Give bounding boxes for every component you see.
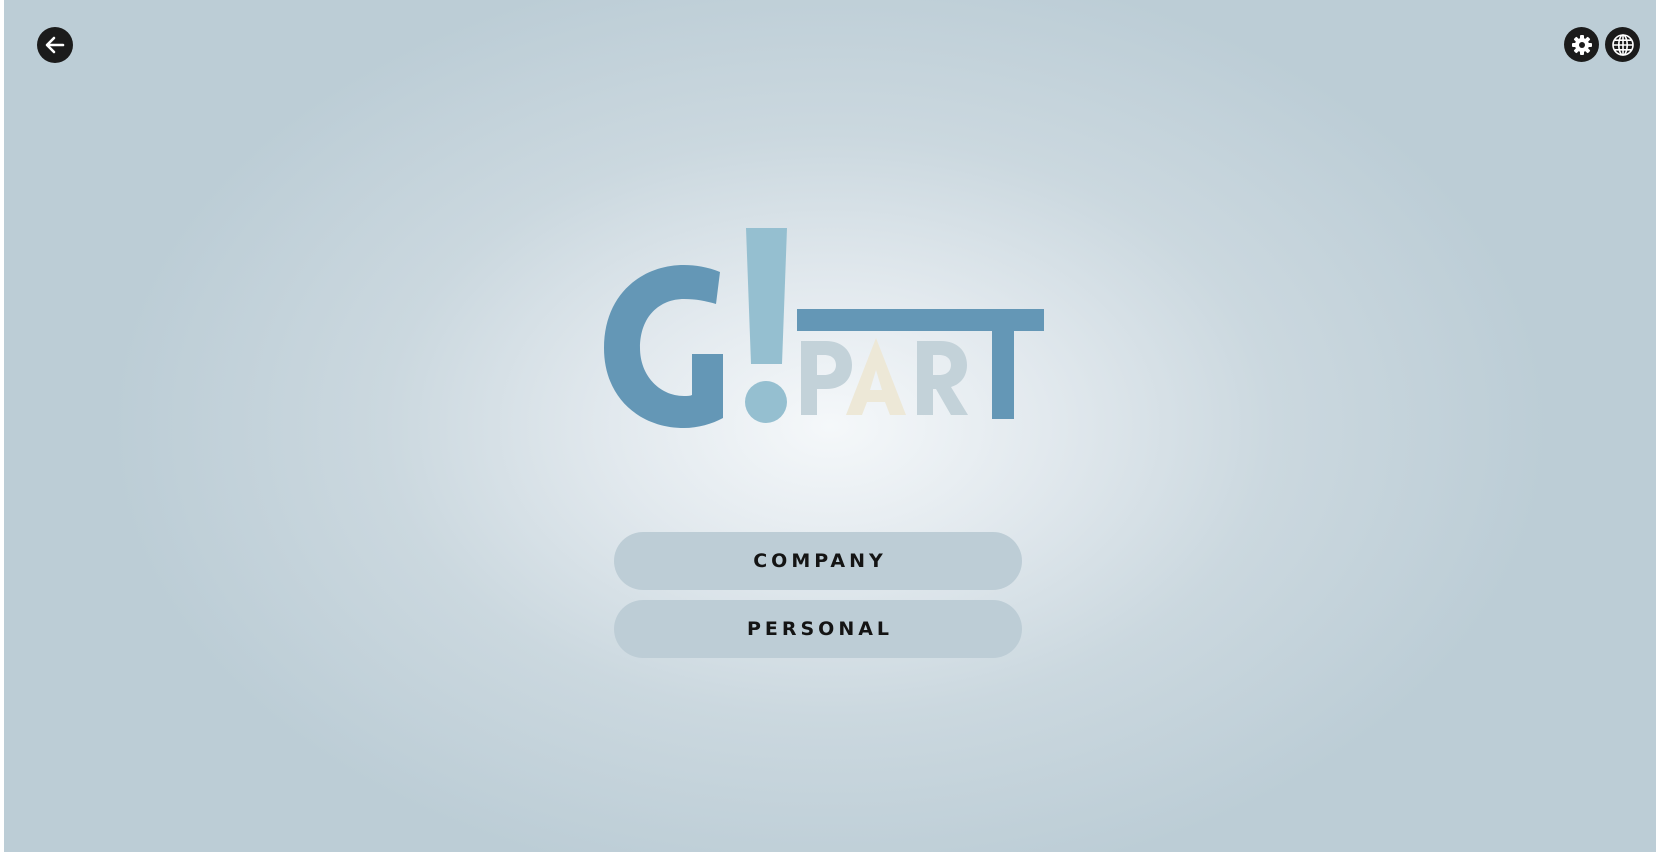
language-button[interactable] (1605, 27, 1640, 62)
window-edge (0, 0, 4, 852)
company-button[interactable]: COMPANY (614, 532, 1022, 590)
gear-icon (1571, 34, 1592, 55)
back-button[interactable] (37, 27, 73, 63)
logo-exclamation (745, 228, 787, 423)
logo-letter-p (801, 341, 852, 415)
gpart-logo (604, 228, 1044, 428)
logo-letter-a (846, 338, 906, 415)
logo-letter-g (604, 265, 723, 428)
logo-letter-t (797, 309, 1044, 419)
arrow-left-icon (45, 36, 65, 54)
personal-button[interactable]: PERSONAL (614, 600, 1022, 658)
app-screen: COMPANY PERSONAL (4, 0, 1656, 852)
logo-letter-r (917, 341, 968, 415)
settings-button[interactable] (1564, 27, 1599, 62)
globe-icon (1611, 33, 1634, 56)
